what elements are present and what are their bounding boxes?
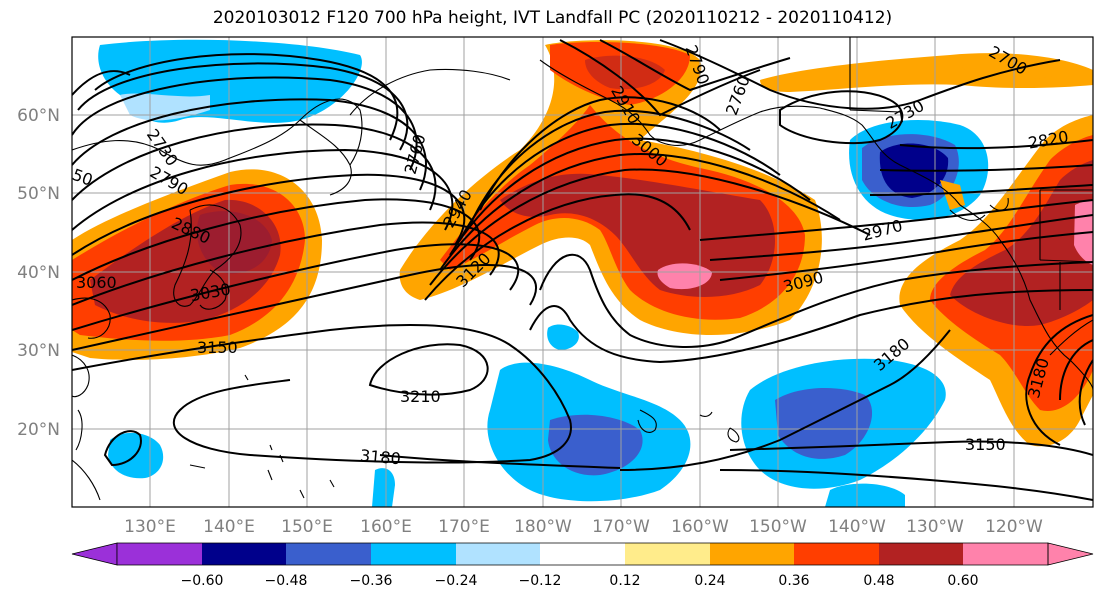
contour-label: 3150 bbox=[965, 435, 1006, 454]
lon-label: 160°W bbox=[671, 517, 729, 537]
contour-label: 3180 bbox=[359, 446, 401, 468]
colorbar-low-extend bbox=[71, 542, 118, 566]
colorbar-label: −0.48 bbox=[265, 573, 308, 589]
colorbar-label: −0.24 bbox=[435, 573, 478, 589]
lon-label: 170°W bbox=[592, 517, 650, 537]
colorbar-label: 0.24 bbox=[694, 573, 725, 589]
lat-label: 60°N bbox=[17, 106, 60, 126]
lon-label: 130°E bbox=[124, 517, 176, 537]
lat-label: 40°N bbox=[17, 263, 60, 283]
lon-label: 130°W bbox=[906, 517, 964, 537]
colorbar-segment bbox=[794, 543, 879, 565]
map-frame bbox=[71, 36, 1094, 508]
longitude-labels: 130°E 140°E 150°E 160°E 170°E 180°W 170°… bbox=[124, 517, 1043, 537]
lon-label: 150°W bbox=[749, 517, 807, 537]
lat-label: 30°N bbox=[17, 341, 60, 361]
lon-label: 180°W bbox=[514, 517, 572, 537]
lon-label: 140°E bbox=[203, 517, 255, 537]
colorbar-segment bbox=[202, 543, 286, 565]
map-panel: 2730 2790 2880 3060 3030 3150 2940 2760 … bbox=[70, 37, 1093, 507]
colorbar-segment bbox=[963, 543, 1048, 565]
lon-label: 160°E bbox=[360, 517, 412, 537]
colorbar-label: −0.12 bbox=[519, 573, 562, 589]
colorbar-segment bbox=[286, 543, 371, 565]
colorbar-segment bbox=[371, 543, 456, 565]
colorbar-label: −0.60 bbox=[181, 573, 224, 589]
contour-label: 3150 bbox=[197, 338, 238, 357]
lon-label: 170°E bbox=[438, 517, 490, 537]
contour-label: 3210 bbox=[400, 387, 441, 406]
colorbar-segment bbox=[117, 543, 202, 565]
coastlines bbox=[72, 37, 1093, 501]
lat-label: 20°N bbox=[17, 420, 60, 440]
contour-label: 3060 bbox=[76, 273, 117, 292]
colorbar-segment bbox=[540, 543, 625, 565]
colorbar-segment bbox=[879, 543, 963, 565]
graticule bbox=[72, 37, 1093, 507]
lon-label: 150°E bbox=[281, 517, 333, 537]
colorbar-label: 0.48 bbox=[863, 573, 894, 589]
map-title: 2020103012 F120 700 hPa height, IVT Land… bbox=[212, 8, 893, 28]
colorbar-segment bbox=[710, 543, 794, 565]
lon-label: 120°W bbox=[985, 517, 1043, 537]
colorbar-label: 0.36 bbox=[778, 573, 809, 589]
colorbar-segment bbox=[456, 543, 540, 565]
latitude-labels: 60°N 50°N 40°N 30°N 20°N bbox=[17, 106, 60, 440]
contour-label: 50 bbox=[70, 165, 96, 190]
colorbar: −0.60 −0.48 −0.36 −0.24 −0.12 0.12 0.24 … bbox=[71, 542, 1094, 589]
lat-label: 50°N bbox=[17, 184, 60, 204]
colorbar-label: 0.12 bbox=[609, 573, 640, 589]
colorbar-high-extend bbox=[1047, 542, 1094, 566]
colorbar-label: −0.36 bbox=[350, 573, 393, 589]
colorbar-label: 0.60 bbox=[947, 573, 978, 589]
height-contours bbox=[72, 39, 1093, 501]
lon-label: 140°W bbox=[828, 517, 886, 537]
colorbar-segment bbox=[625, 543, 710, 565]
